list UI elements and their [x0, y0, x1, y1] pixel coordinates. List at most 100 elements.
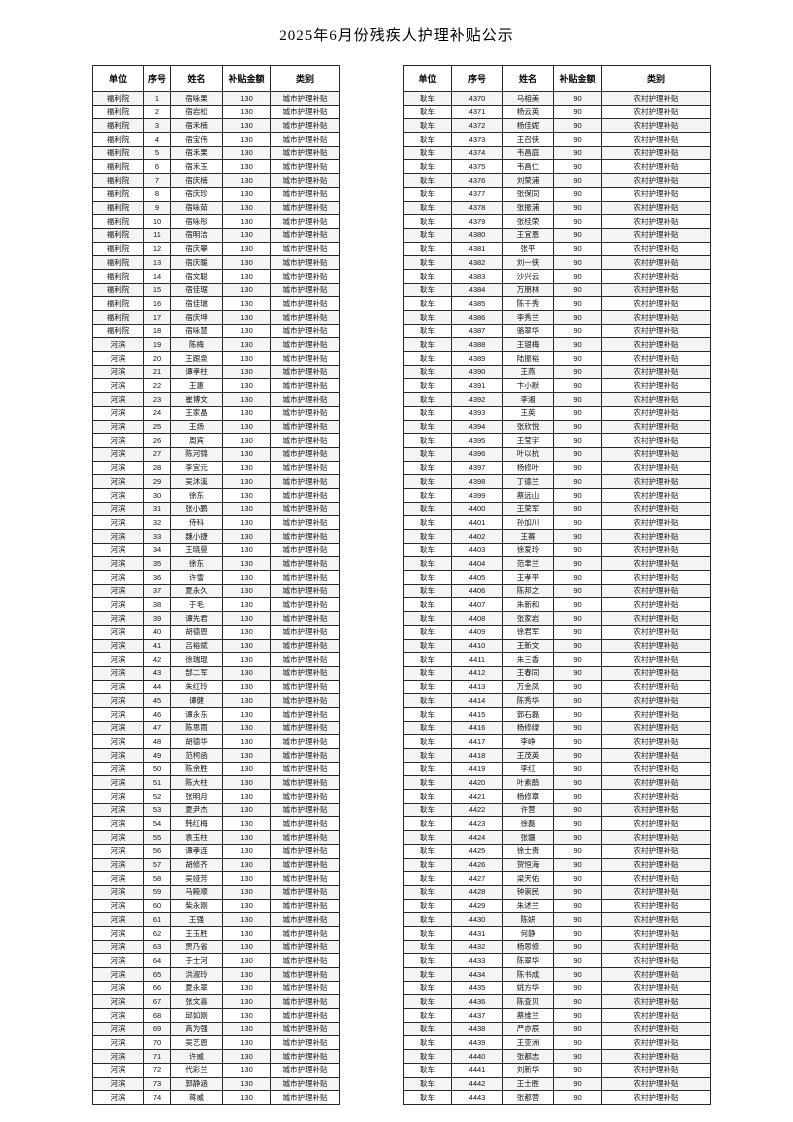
name-cell: 陈余胜 — [170, 761, 223, 777]
category-cell: 城市护理补贴 — [270, 159, 340, 175]
table-row: 耿车 4413 万金凤 90 农村护理补贴 — [403, 679, 711, 695]
unit-cell: 耿车 — [403, 953, 452, 968]
name-cell: 宿禾玉 — [170, 159, 223, 175]
unit-cell: 耿车 — [403, 638, 452, 654]
no-cell: 53 — [143, 802, 171, 818]
no-cell: 62 — [143, 925, 171, 941]
unit-cell: 耿车 — [403, 1021, 452, 1037]
category-cell: 农村护理补贴 — [601, 487, 711, 503]
table-row: 福利院 6 宿禾玉 130 城市护理补贴 — [92, 159, 340, 175]
category-cell: 城市护理补贴 — [270, 433, 340, 448]
unit-cell: 河滨 — [92, 912, 144, 927]
name-cell: 徐东 — [170, 556, 223, 572]
table-row: 河滨 50 陈余胜 130 城市护理补贴 — [92, 761, 340, 777]
no-cell: 2 — [143, 104, 171, 120]
unit-cell: 耿车 — [403, 529, 452, 544]
unit-cell: 耿车 — [403, 378, 452, 394]
amount-cell: 130 — [222, 173, 271, 188]
table-row: 河滨 19 陈梅 130 城市护理补贴 — [92, 337, 340, 353]
amount-cell: 90 — [553, 789, 602, 804]
amount-cell: 90 — [553, 925, 602, 941]
unit-cell: 河滨 — [92, 419, 144, 435]
amount-cell: 90 — [553, 446, 602, 462]
category-cell: 农村护理补贴 — [601, 227, 711, 243]
table-row: 耿车 4433 陈翠华 90 农村护理补贴 — [403, 953, 711, 968]
amount-cell: 90 — [553, 967, 602, 982]
amount-cell: 90 — [553, 268, 602, 284]
category-cell: 城市护理补贴 — [270, 173, 340, 188]
category-cell: 城市护理补贴 — [270, 679, 340, 695]
table-row: 耿车 4424 张疆 90 农村护理补贴 — [403, 830, 711, 845]
table-row: 河滨 59 马殿顺 130 城市护理补贴 — [92, 884, 340, 900]
table-row: 河滨 52 张明月 130 城市护理补贴 — [92, 789, 340, 804]
table-row: 福利院 15 宿佳琚 130 城市护理补贴 — [92, 282, 340, 298]
unit-cell: 耿车 — [403, 255, 452, 270]
table-row: 河滨 41 吕裕斌 130 城市护理补贴 — [92, 638, 340, 654]
no-cell: 19 — [143, 337, 171, 353]
no-cell: 4424 — [451, 830, 503, 845]
unit-cell: 河滨 — [92, 706, 144, 722]
unit-cell: 河滨 — [92, 583, 144, 599]
unit-cell: 河滨 — [92, 364, 144, 380]
category-cell: 农村护理补贴 — [601, 241, 711, 257]
amount-cell: 90 — [553, 980, 602, 996]
amount-cell: 130 — [222, 392, 271, 407]
no-cell: 4430 — [451, 912, 503, 927]
category-cell: 农村护理补贴 — [601, 337, 711, 353]
unit-cell: 河滨 — [92, 652, 144, 667]
amount-cell: 90 — [553, 734, 602, 749]
table-row: 耿车 4396 叶以杭 90 农村护理补贴 — [403, 446, 711, 462]
category-cell: 城市护理补贴 — [270, 884, 340, 900]
name-cell: 范柯函 — [170, 748, 223, 763]
category-cell: 城市护理补贴 — [270, 706, 340, 722]
unit-cell: 耿车 — [403, 145, 452, 161]
name-cell: 夏永久 — [170, 583, 223, 599]
category-cell: 农村护理补贴 — [601, 145, 711, 161]
name-cell: 骆翠华 — [502, 323, 554, 339]
unit-cell: 耿车 — [403, 967, 452, 982]
amount-cell: 130 — [222, 200, 271, 216]
amount-cell: 130 — [222, 857, 271, 873]
name-cell: 陈秀华 — [502, 693, 554, 708]
unit-cell: 河滨 — [92, 871, 144, 886]
name-cell: 宿禾楠 — [170, 118, 223, 134]
amount-cell: 90 — [553, 118, 602, 134]
name-cell: 崔博文 — [170, 392, 223, 407]
category-cell: 农村护理补贴 — [601, 378, 711, 394]
name-cell: 宿佳瑞 — [170, 296, 223, 311]
name-cell: 孙加川 — [502, 515, 554, 530]
amount-cell: 90 — [553, 1076, 602, 1092]
category-cell: 农村护理补贴 — [601, 898, 711, 914]
table-row: 河滨 61 王强 130 城市护理补贴 — [92, 912, 340, 927]
no-cell: 44 — [143, 679, 171, 695]
no-cell: 4418 — [451, 748, 503, 763]
name-cell: 徐士贵 — [502, 843, 554, 859]
table-row: 耿车 4378 张振浦 90 农村护理补贴 — [403, 200, 711, 216]
no-cell: 15 — [143, 282, 171, 298]
no-cell: 13 — [143, 255, 171, 270]
unit-cell: 耿车 — [403, 118, 452, 134]
name-cell: 于士河 — [170, 953, 223, 968]
table-row: 耿车 4383 沙兴云 90 农村护理补贴 — [403, 268, 711, 284]
amount-cell: 90 — [553, 1008, 602, 1023]
unit-cell: 福利院 — [92, 91, 144, 106]
amount-cell: 90 — [553, 433, 602, 448]
amount-cell: 90 — [553, 994, 602, 1010]
amount-cell: 130 — [222, 378, 271, 394]
name-cell: 贺恒海 — [502, 857, 554, 873]
no-cell: 4373 — [451, 132, 503, 147]
no-cell: 4437 — [451, 1008, 503, 1023]
no-cell: 4393 — [451, 405, 503, 421]
category-cell: 城市护理补贴 — [270, 419, 340, 435]
name-cell: 宿庆楠 — [170, 173, 223, 188]
page-title: 2025年6月份残疾人护理补贴公示 — [279, 28, 514, 44]
name-cell: 徐磊 — [502, 816, 554, 832]
amount-cell: 90 — [553, 364, 602, 380]
table-row: 河滨 48 胡德华 130 城市护理补贴 — [92, 734, 340, 749]
unit-cell: 耿车 — [403, 665, 452, 681]
unit-cell: 耿车 — [403, 789, 452, 804]
no-cell: 4390 — [451, 364, 503, 380]
table-row: 河滨 47 陈思雨 130 城市护理补贴 — [92, 720, 340, 736]
column-header: 补贴金额 — [222, 65, 271, 92]
amount-cell: 130 — [222, 898, 271, 914]
